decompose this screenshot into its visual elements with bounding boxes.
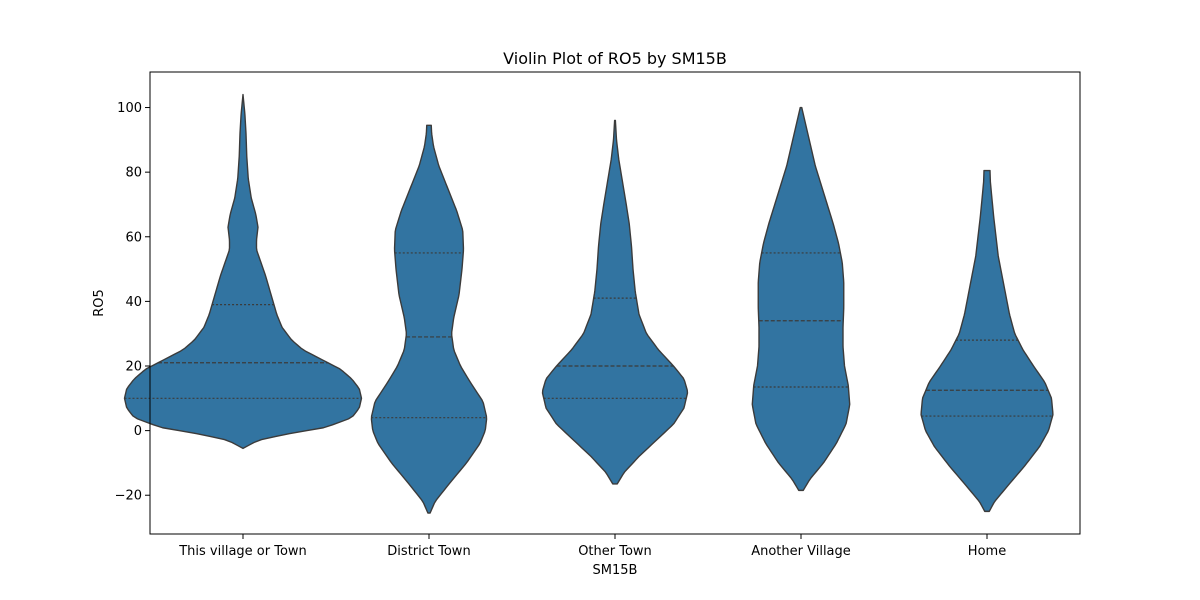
violin-0 bbox=[123, 93, 363, 450]
y-axis: −20 0 20 40 60 80 100 bbox=[115, 101, 150, 504]
violins-layer bbox=[123, 93, 1054, 514]
x-tick-label: This village or Town bbox=[178, 544, 307, 559]
x-tick-label: Other Town bbox=[578, 544, 652, 559]
plot-frame bbox=[149, 71, 1081, 535]
y-tick-label: 40 bbox=[125, 295, 142, 310]
y-tick-label: 80 bbox=[125, 166, 142, 181]
violin-body bbox=[751, 106, 851, 492]
y-axis-label: RO5 bbox=[92, 289, 107, 317]
x-axis: This village or Town District Town Other T… bbox=[178, 534, 1006, 559]
chart-title: Violin Plot of RO5 by SM15B bbox=[503, 49, 727, 68]
x-axis-label: SM15B bbox=[593, 563, 638, 578]
violin-body bbox=[123, 93, 363, 450]
x-tick-label: Another Village bbox=[751, 544, 851, 559]
violin-body bbox=[920, 169, 1054, 513]
violin-body bbox=[370, 124, 488, 514]
violin-2 bbox=[541, 119, 689, 485]
violin-3 bbox=[751, 106, 851, 492]
y-tick-label: 20 bbox=[125, 360, 142, 375]
violin-body bbox=[541, 119, 689, 485]
y-tick-label: 100 bbox=[117, 101, 142, 116]
y-tick-label: 60 bbox=[125, 230, 142, 245]
violin-4 bbox=[920, 169, 1054, 513]
violin-1 bbox=[370, 124, 488, 514]
x-tick-label: Home bbox=[968, 544, 1006, 559]
x-tick-label: District Town bbox=[387, 544, 470, 559]
y-tick-label: 0 bbox=[134, 424, 142, 439]
y-tick-label: −20 bbox=[115, 489, 142, 504]
